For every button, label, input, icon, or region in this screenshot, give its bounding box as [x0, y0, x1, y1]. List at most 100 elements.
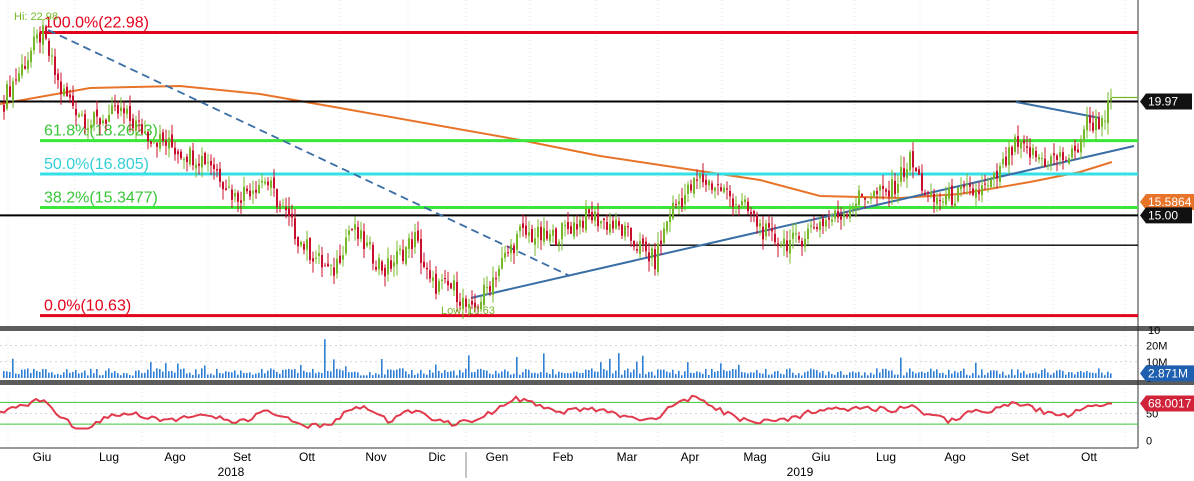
- candle-body: [432, 277, 434, 281]
- month-tick-label: Gen: [486, 450, 509, 464]
- candle-body: [999, 165, 1001, 183]
- candle-body: [1068, 158, 1070, 164]
- volume-bar: [714, 371, 716, 378]
- volume-bar: [288, 368, 290, 378]
- month-tick-label: Feb: [553, 450, 574, 464]
- volume-bar: [39, 372, 41, 378]
- candle-body: [480, 301, 482, 310]
- candle-body: [354, 224, 356, 230]
- candle-body: [498, 268, 500, 277]
- volume-bar: [549, 373, 551, 378]
- candle-body: [636, 249, 638, 251]
- candle-body: [693, 177, 695, 194]
- candle-body: [861, 193, 863, 197]
- candle-body: [864, 197, 866, 200]
- candle-body: [225, 188, 227, 191]
- candle-body: [1074, 145, 1076, 151]
- volume-bar: [912, 371, 914, 378]
- candle-body: [177, 151, 179, 155]
- candle-body: [753, 211, 755, 214]
- candle-body: [648, 252, 650, 262]
- volume-bar: [132, 375, 134, 378]
- volume-bar: [1068, 372, 1070, 378]
- candle-body: [1026, 146, 1028, 148]
- candle-body: [720, 187, 722, 191]
- candle-body: [951, 185, 953, 205]
- candle-body: [849, 209, 851, 218]
- candle-body: [462, 297, 464, 310]
- candle-body: [621, 224, 623, 236]
- candle-body: [540, 226, 542, 241]
- candle-body: [270, 180, 272, 188]
- candle-body: [15, 79, 17, 81]
- volume-bar: [225, 371, 227, 378]
- volume-bar: [489, 373, 491, 378]
- volume-bar: [699, 372, 701, 378]
- candle-body: [735, 204, 737, 206]
- rsi-tick-label: 0: [1146, 436, 1152, 448]
- candle-body: [987, 185, 989, 187]
- candle-body: [537, 226, 539, 238]
- candle-body: [1041, 158, 1043, 160]
- month-tick-label: Giu: [33, 450, 52, 464]
- candle-body: [876, 190, 878, 195]
- candle-body: [768, 223, 770, 228]
- candle-body: [927, 191, 929, 193]
- volume-bar: [1062, 370, 1064, 378]
- candle-body: [294, 218, 296, 240]
- volume-bar: [474, 371, 476, 378]
- volume-bar: [600, 362, 602, 378]
- candle-body: [831, 219, 833, 222]
- volume-bar: [285, 369, 287, 378]
- volume-bar: [1086, 371, 1088, 378]
- candle-body: [642, 238, 644, 245]
- candle-body: [1032, 147, 1034, 156]
- candle-body: [141, 124, 143, 134]
- candle-body: [810, 225, 812, 227]
- volume-bar: [81, 372, 83, 378]
- volume-bar: [678, 370, 680, 378]
- volume-bar: [657, 369, 659, 378]
- candle-body: [705, 179, 707, 185]
- candle-body: [153, 141, 155, 143]
- volume-bar: [762, 373, 764, 378]
- volume-bar: [135, 370, 137, 378]
- volume-bar: [3, 371, 5, 378]
- candle-body: [978, 191, 980, 195]
- volume-bar: [924, 372, 926, 378]
- moving-average-line: [0, 84, 1113, 200]
- candle-body: [591, 212, 593, 221]
- volume-bar: [867, 375, 869, 378]
- candle-body: [672, 202, 674, 219]
- candle-body: [858, 190, 860, 206]
- volume-bar: [252, 374, 254, 378]
- volume-bar: [339, 369, 341, 378]
- candle-body: [795, 233, 797, 235]
- volume-bar: [753, 372, 755, 378]
- candle-body: [714, 187, 716, 192]
- volume-bar: [228, 371, 230, 378]
- volume-bar: [120, 375, 122, 378]
- candle-body: [1071, 148, 1073, 158]
- month-tick-label: Lug: [99, 450, 119, 464]
- volume-bar: [477, 369, 479, 378]
- candle-body: [351, 229, 353, 231]
- volume-bar: [9, 372, 11, 378]
- candle-body: [897, 183, 899, 193]
- volume-bar: [102, 375, 104, 378]
- volume-bar: [945, 374, 947, 378]
- volume-bar: [687, 362, 689, 378]
- volume-bar: [78, 373, 80, 378]
- volume-bar: [591, 368, 593, 378]
- fib-level-label: 38.2%(15.3477): [44, 189, 158, 206]
- uptrend-line: [470, 145, 1135, 299]
- last-price-tag-text: 19.97: [1148, 95, 1178, 109]
- volume-bar: [633, 369, 635, 378]
- candle-body: [984, 183, 986, 185]
- volume-bar: [237, 374, 239, 378]
- volume-bar: [18, 374, 20, 378]
- candle-body: [603, 218, 605, 221]
- candle-body: [924, 192, 926, 195]
- volume-bar: [177, 363, 179, 378]
- volume-bar: [294, 369, 296, 378]
